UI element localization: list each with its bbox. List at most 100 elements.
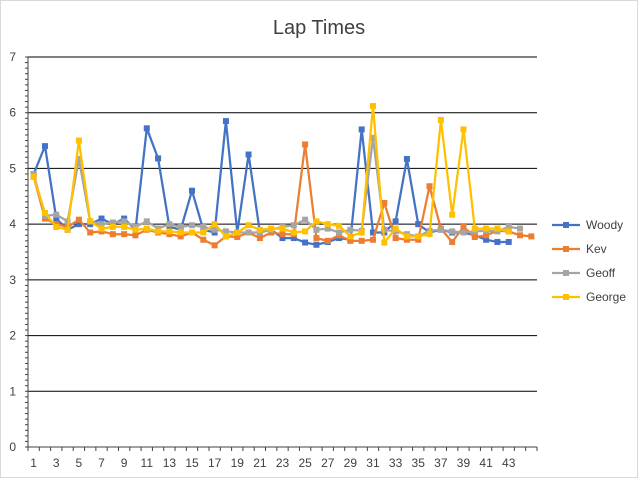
legend-label: Woody bbox=[586, 218, 623, 232]
x-tick-label: 19 bbox=[231, 456, 245, 470]
x-tick-label: 25 bbox=[298, 456, 312, 470]
data-point bbox=[471, 225, 478, 232]
x-tick-label: 1 bbox=[30, 456, 37, 470]
data-point bbox=[200, 229, 207, 236]
data-point bbox=[98, 225, 105, 232]
x-tick-label: 35 bbox=[412, 456, 426, 470]
data-point bbox=[121, 231, 128, 238]
data-point bbox=[369, 236, 376, 243]
data-point bbox=[222, 233, 229, 240]
data-point bbox=[358, 237, 365, 244]
data-point bbox=[426, 183, 433, 190]
data-point bbox=[75, 216, 82, 223]
data-point bbox=[75, 221, 82, 228]
x-tick-label: 37 bbox=[434, 456, 448, 470]
legend-marker bbox=[563, 246, 569, 252]
data-point bbox=[415, 236, 422, 243]
data-point bbox=[279, 225, 286, 232]
x-tick-label: 31 bbox=[366, 456, 380, 470]
data-point bbox=[460, 229, 467, 236]
data-point bbox=[302, 216, 309, 223]
data-point bbox=[41, 143, 48, 150]
data-point bbox=[347, 237, 354, 244]
y-tick-label: 5 bbox=[9, 161, 16, 175]
data-point bbox=[313, 241, 320, 248]
data-point bbox=[64, 226, 71, 233]
data-point bbox=[313, 226, 320, 233]
data-point bbox=[392, 218, 399, 225]
x-tick-label: 27 bbox=[321, 456, 335, 470]
data-point bbox=[449, 228, 456, 235]
data-point bbox=[449, 211, 456, 218]
data-point bbox=[392, 225, 399, 232]
data-point bbox=[75, 137, 82, 144]
legend-marker bbox=[563, 270, 569, 276]
data-point bbox=[302, 141, 309, 148]
data-point bbox=[143, 125, 150, 132]
data-point bbox=[324, 225, 331, 232]
data-point bbox=[313, 218, 320, 225]
data-point bbox=[324, 237, 331, 244]
y-tick-label: 3 bbox=[9, 273, 16, 287]
data-point bbox=[53, 215, 60, 222]
data-point bbox=[369, 134, 376, 141]
y-tick-label: 7 bbox=[9, 50, 16, 64]
data-point bbox=[121, 223, 128, 230]
data-point bbox=[256, 226, 263, 233]
x-tick-label: 5 bbox=[76, 456, 83, 470]
series-group bbox=[30, 103, 535, 249]
x-tick-label: 11 bbox=[141, 456, 154, 470]
legend-label: George bbox=[586, 290, 626, 304]
data-point bbox=[279, 235, 286, 242]
x-tick-label: 29 bbox=[344, 456, 358, 470]
data-point bbox=[528, 233, 535, 240]
x-tick-label: 33 bbox=[389, 456, 403, 470]
data-point bbox=[437, 226, 444, 233]
data-point bbox=[132, 226, 139, 233]
legend-item-woody: Woody bbox=[552, 218, 623, 232]
data-point bbox=[415, 221, 422, 228]
data-point bbox=[403, 155, 410, 162]
y-tick-label: 0 bbox=[9, 440, 16, 454]
data-point bbox=[505, 228, 512, 235]
x-tick-label: 23 bbox=[276, 456, 290, 470]
legend-marker bbox=[563, 222, 569, 228]
data-point bbox=[109, 219, 116, 226]
data-point bbox=[256, 235, 263, 242]
data-point bbox=[517, 225, 524, 232]
data-point bbox=[200, 236, 207, 243]
data-point bbox=[75, 155, 82, 162]
x-tick-label: 15 bbox=[185, 456, 199, 470]
data-point bbox=[336, 229, 343, 236]
y-tick-label: 6 bbox=[9, 106, 16, 120]
x-tick-label: 13 bbox=[163, 456, 177, 470]
data-point bbox=[369, 103, 376, 110]
data-point bbox=[449, 238, 456, 245]
legend-marker bbox=[563, 294, 569, 300]
data-point bbox=[177, 233, 184, 240]
data-point bbox=[189, 229, 196, 236]
data-point bbox=[494, 225, 501, 232]
data-point bbox=[460, 223, 467, 230]
data-point bbox=[369, 229, 376, 236]
data-point bbox=[347, 233, 354, 240]
data-point bbox=[30, 173, 37, 180]
data-point bbox=[132, 232, 139, 239]
data-point bbox=[483, 225, 490, 232]
data-point bbox=[245, 222, 252, 229]
data-point bbox=[268, 225, 275, 232]
data-point bbox=[494, 238, 501, 245]
data-point bbox=[302, 239, 309, 246]
y-tick-label: 1 bbox=[9, 384, 16, 398]
data-point bbox=[358, 229, 365, 236]
data-point bbox=[53, 211, 60, 218]
data-point bbox=[222, 118, 229, 125]
data-point bbox=[313, 235, 320, 242]
data-point bbox=[211, 242, 218, 249]
x-tick-label: 39 bbox=[457, 456, 471, 470]
data-point bbox=[121, 218, 128, 225]
data-point bbox=[166, 221, 173, 228]
x-tick-label: 7 bbox=[98, 456, 105, 470]
series-line bbox=[32, 104, 509, 244]
legend-item-george: George bbox=[552, 290, 626, 304]
